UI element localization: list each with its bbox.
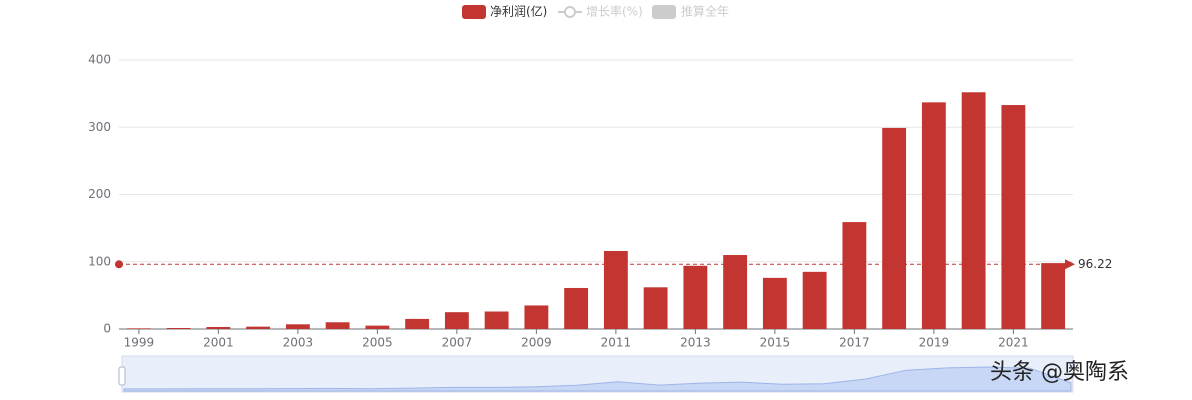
bar [603,250,628,329]
bar [206,326,231,329]
bar [524,305,549,329]
bar [444,312,469,329]
bar [126,328,151,329]
bar [564,287,589,329]
x-tick-label: 2009 [521,336,552,350]
y-tick-label: 100 [88,254,111,268]
average-line-start [115,260,123,269]
bar [166,327,191,329]
bar [285,324,310,329]
bar [802,271,827,329]
watermark: 头条 @奥陶系 [990,360,1129,385]
zoom-handle[interactable] [118,366,126,386]
x-tick-label: 2001 [203,336,234,350]
bar [405,318,430,329]
bar [643,287,668,329]
x-tick-label: 2017 [839,336,870,350]
legend-swatch[interactable] [564,6,576,18]
bar [365,325,390,329]
legend-label[interactable]: 增长率(%) [586,4,643,19]
legend-swatch[interactable] [462,5,486,19]
zoom-preview [123,366,1072,392]
x-tick-label: 2007 [442,336,473,350]
bar [246,326,271,329]
legend-swatch[interactable] [652,5,676,19]
bar [683,265,708,329]
bar [762,277,787,329]
x-tick-label: 2011 [601,336,632,350]
y-tick-label: 300 [88,120,111,134]
bar [1041,263,1066,329]
x-tick-label: 2003 [283,336,314,350]
x-tick-label: 1999 [124,336,155,350]
bar [921,102,946,330]
bar [1001,105,1026,330]
x-tick-label: 2021 [998,336,1029,350]
bar [325,322,350,329]
average-label: 96.22 [1078,257,1112,271]
x-tick-label: 2005 [362,336,393,350]
bar [961,92,986,329]
legend-label[interactable]: 推算全年 [681,4,729,19]
legend-label[interactable]: 净利润(亿) [490,4,547,19]
y-tick-label: 400 [88,53,111,67]
bar [842,222,867,329]
y-tick-label: 200 [88,187,111,201]
x-tick-label: 2015 [760,336,791,350]
y-tick-label: 0 [103,322,111,336]
bar [484,311,509,329]
average-line-arrow [1065,259,1075,270]
bar [882,127,907,329]
bar [723,255,748,329]
x-tick-label: 2019 [919,336,950,350]
x-tick-label: 2013 [680,336,711,350]
